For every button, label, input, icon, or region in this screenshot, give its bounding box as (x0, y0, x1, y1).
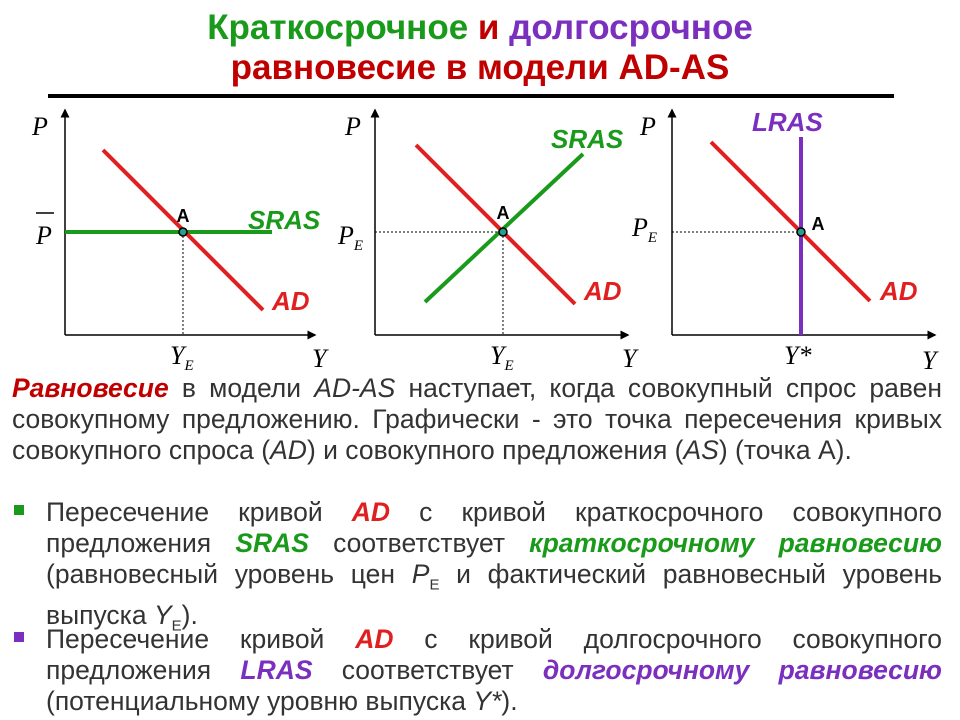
d1-price-label: P (35, 221, 52, 250)
b1-emph: краткосрочному равновесию (529, 528, 942, 558)
b1-sras: SRAS (235, 528, 309, 558)
para-ad: AD (270, 435, 307, 465)
d3-x-axis-label: Y (922, 346, 939, 375)
bullet-purple-icon (14, 632, 24, 642)
d2-x-axis-label: Y (622, 344, 639, 373)
title-divider (48, 94, 894, 98)
b2-text-5: ). (501, 686, 518, 716)
b1-text-6: ). (181, 600, 198, 631)
b2-lras: LRAS (240, 655, 313, 685)
para-as: AS (683, 435, 719, 465)
bullet-2: Пересечение кривой AD с кривой долгосроч… (12, 624, 942, 717)
b2-text-4: (потенциальному уровню выпуска (46, 686, 474, 716)
para-model: AD-AS (314, 373, 396, 403)
b1-text-4: (равновесный уровень цен (46, 559, 412, 589)
b1-p: P (411, 559, 430, 589)
d2-point-label: A (497, 203, 510, 223)
term-equilibrium: Равновесие (12, 373, 169, 403)
b1-text-2: с кривой краткосрочного совокупного пред… (46, 497, 942, 558)
b1-text-3: соответствует (308, 528, 530, 558)
d3-point-a (796, 227, 806, 237)
d2-y-axis-label: P (344, 112, 361, 141)
title-long-term: долгосрочное (509, 8, 753, 47)
title-line-1: Краткосрочное и долгосрочное (0, 8, 960, 48)
b1-p-sub: E (429, 576, 440, 594)
definition-paragraph: Равновесие в модели AD-AS наступает, ког… (12, 373, 942, 466)
d2-sras-label: SRAS (551, 124, 624, 154)
d2-output-label: YE (490, 341, 514, 374)
b1-text-5: и фактический равновесный уровень выпуск… (46, 559, 943, 631)
para-text-3: ) и совокупного предложения ( (306, 435, 684, 465)
diagram-2: A P Y PE YE SRAS AD (337, 108, 639, 374)
para-text-2: наступает, когда совокупный спрос равен … (12, 373, 942, 465)
bullet-1: Пересечение кривой AD с кривой краткосро… (12, 497, 942, 642)
b2-text-3: соответствует (312, 655, 543, 685)
d1-output-label: YE (170, 341, 194, 374)
d2-ad-label: AD (583, 276, 622, 306)
title-short-term: Краткосрочное (207, 8, 469, 47)
b2-ad: AD (355, 624, 394, 654)
d3-output-label: Y* (784, 341, 811, 370)
b1-ad: AD (351, 497, 391, 527)
d3-lras-label: LRAS (752, 107, 823, 137)
d3-ad-curve (709, 140, 872, 303)
b1-y: Y (153, 600, 172, 631)
b2-emph: долгосрочному равновесию (542, 655, 942, 685)
d1-point-a (178, 227, 188, 237)
title-and: и (468, 8, 510, 47)
b2-text-2: с кривой долгосрочного совокупного предл… (46, 624, 942, 685)
b2-text-1: Пересечение кривой (46, 624, 356, 654)
d2-point-a (498, 227, 508, 237)
d1-ad-label: AD (271, 286, 310, 316)
b1-text-1: Пересечение кривой (46, 497, 352, 527)
title-line-2: равновесие в модели AD-AS (230, 48, 730, 87)
ad-as-diagrams: A P Y P YE SRAS AD A P Y PE YE SRAS AD A… (31, 107, 939, 375)
d3-ad-label: AD (879, 276, 918, 306)
diagram-1: A P Y P YE SRAS AD (31, 108, 329, 374)
bullet-green-icon (14, 505, 24, 515)
d1-point-label: A (177, 206, 190, 226)
d3-y-axis-label: P (639, 112, 656, 141)
d1-sras-label: SRAS (248, 205, 321, 235)
b1-y-sub: E (171, 617, 182, 635)
diagram-3: A P Y PE Y* LRAS AD (631, 107, 939, 375)
para-text-1: в модели (168, 373, 315, 403)
d2-price-label: PE (337, 221, 363, 254)
d3-point-label: A (812, 214, 825, 234)
d3-price-label: PE (631, 213, 657, 246)
d2-ad-curve (414, 143, 577, 306)
b2-ystar: Y* (473, 686, 502, 716)
para-text-4: ) (точка А). (718, 435, 852, 465)
d1-y-axis-label: P (31, 112, 48, 141)
d1-x-axis-label: Y (312, 344, 329, 373)
